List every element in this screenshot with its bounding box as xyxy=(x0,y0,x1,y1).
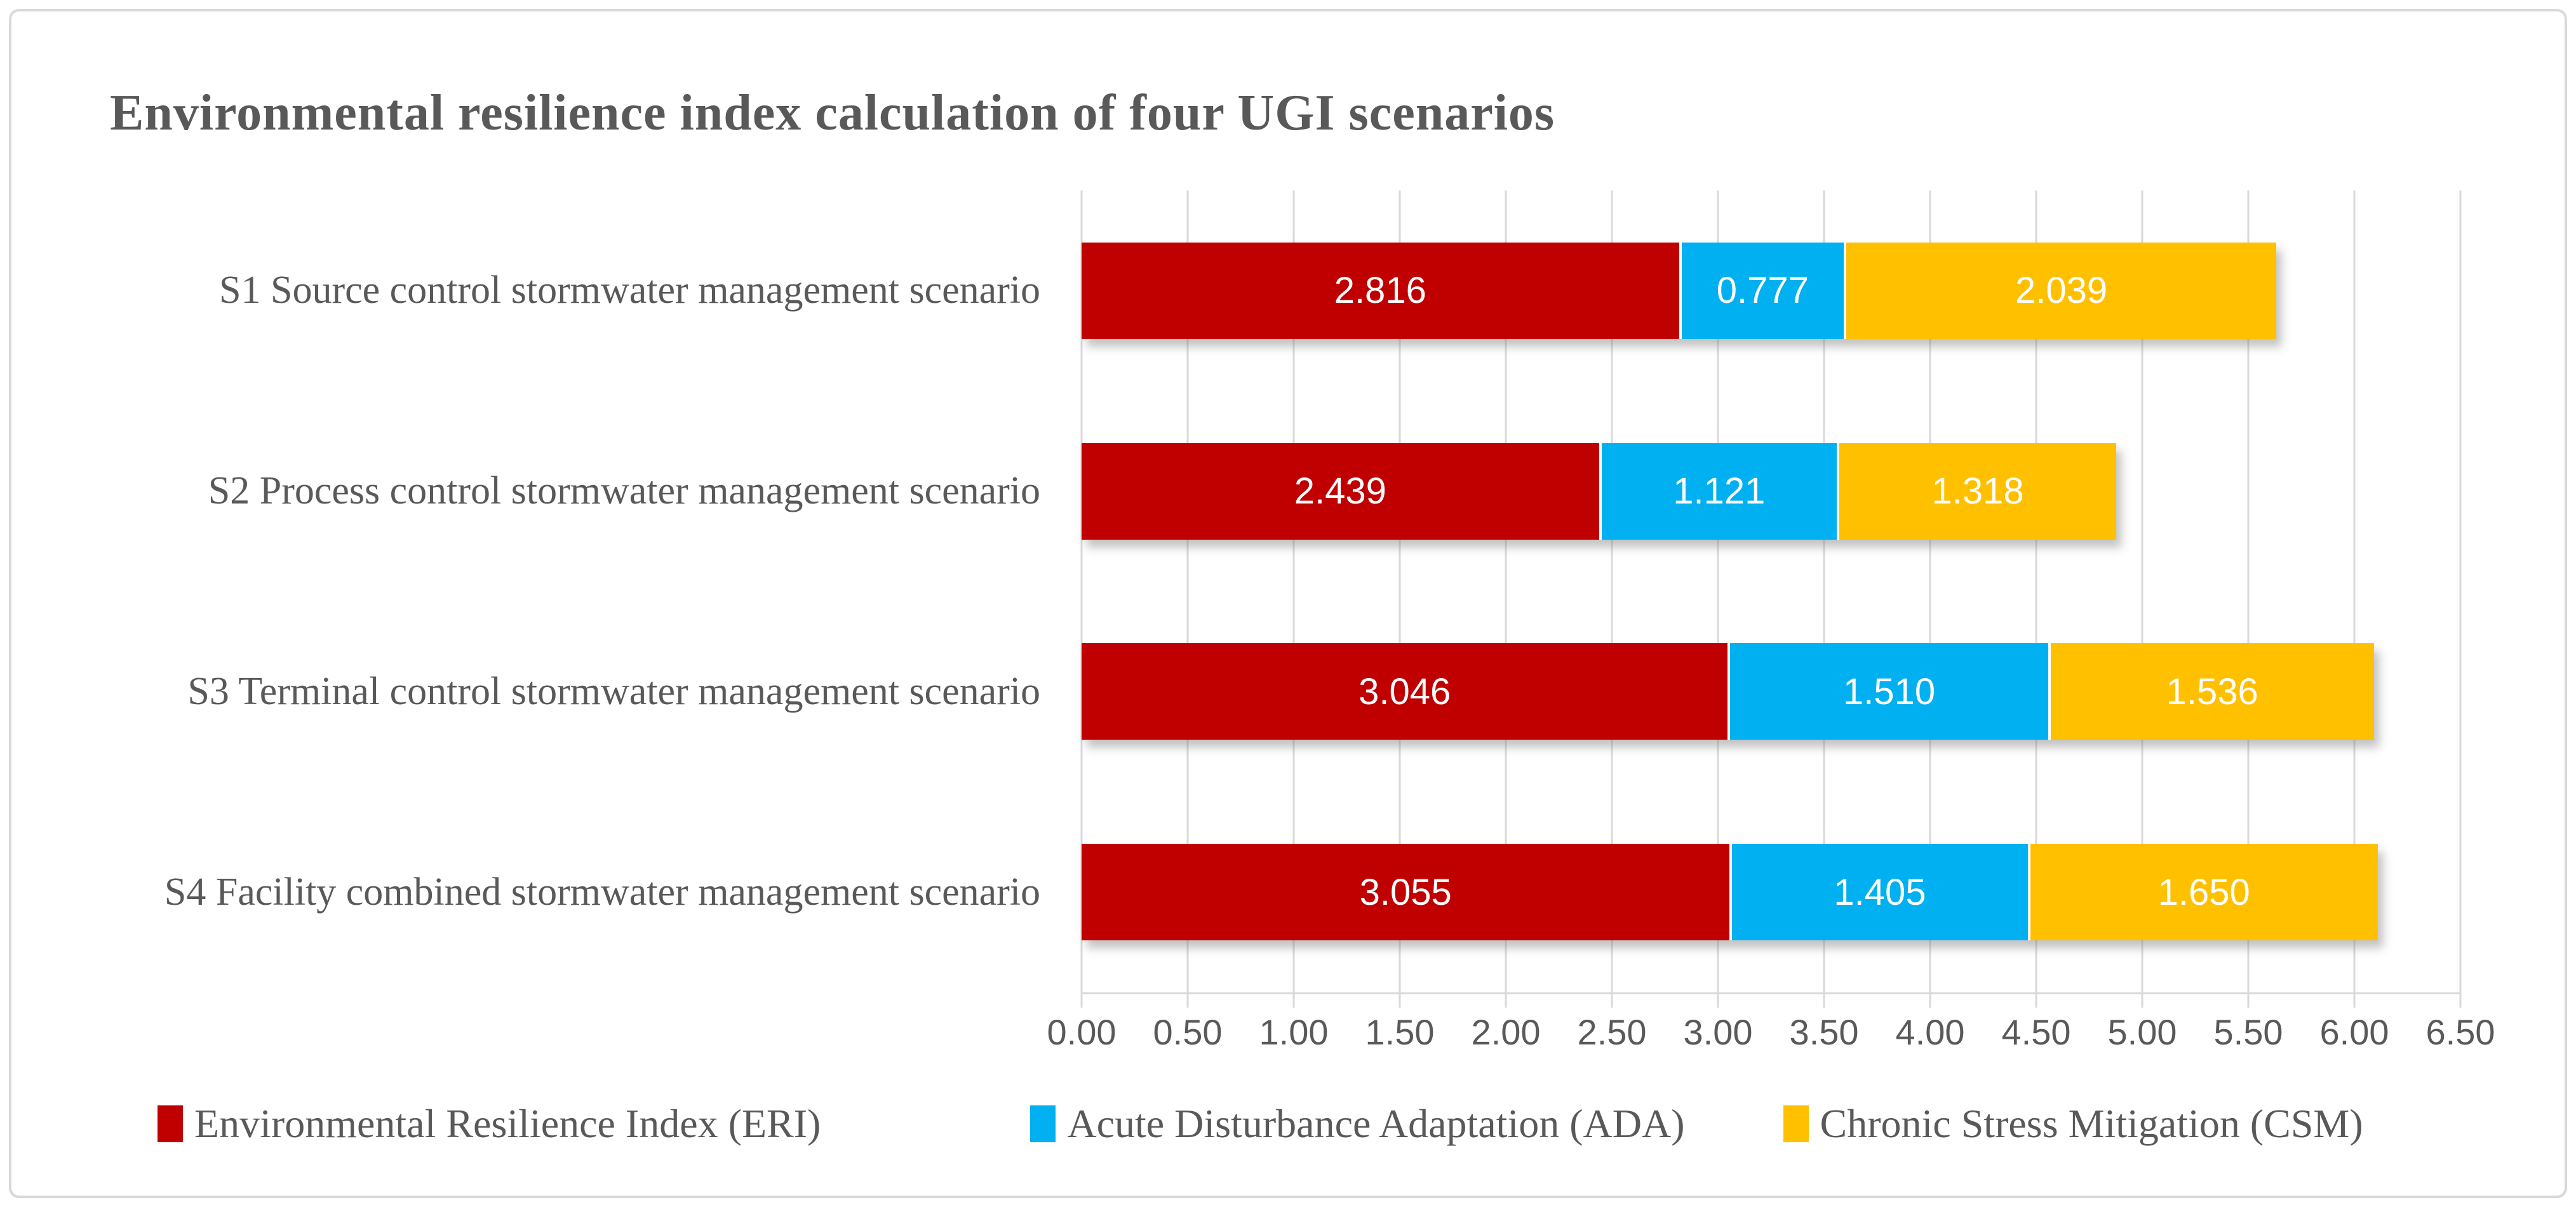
bar-value-label: 1.510 xyxy=(1842,670,1936,712)
gridline xyxy=(1399,190,1401,992)
axis-tick xyxy=(2459,992,2462,1008)
bar-segment-csm: 2.039 xyxy=(1844,242,2277,339)
axis-tick xyxy=(1186,992,1189,1008)
bar-value-label: 1.650 xyxy=(2157,871,2250,913)
gridline xyxy=(1505,190,1507,992)
axis-tick xyxy=(2035,992,2037,1008)
gridline xyxy=(1080,190,1083,992)
bar-value-label: 2.439 xyxy=(1294,470,1386,512)
legend-item-eri: Environmental Resilience Index (ERI) xyxy=(158,1100,821,1147)
x-tick-label: 3.50 xyxy=(1789,1012,1859,1052)
axis-tick xyxy=(1717,992,1719,1008)
category-label: S4 Facility combined stormwater manageme… xyxy=(164,870,1040,914)
legend-label: Acute Disturbance Adaptation (ADA) xyxy=(1067,1101,1685,1146)
bar-stack: 2.439 1.121 1.318 xyxy=(1082,443,2117,540)
bar-row: 2.439 1.121 1.318 xyxy=(1082,391,2460,592)
axis-tick xyxy=(1929,992,1931,1008)
bar-segment-csm: 1.536 xyxy=(2048,643,2374,740)
gridline xyxy=(1292,190,1295,992)
axis-tick xyxy=(1611,992,1613,1008)
x-tick-label: 0.00 xyxy=(1047,1012,1117,1052)
axis-tick xyxy=(1292,992,1295,1008)
legend-item-csm: Chronic Stress Mitigation (CSM) xyxy=(1783,1100,2363,1147)
x-tick-label: 1.00 xyxy=(1259,1012,1329,1052)
legend-swatch-eri xyxy=(158,1105,183,1142)
bar-value-label: 1.121 xyxy=(1673,470,1766,512)
plot-area: 2.816 0.777 2.039 2.439 1.121 1.318 3.046 1.510… xyxy=(1080,190,2462,1008)
bar-value-label: 1.536 xyxy=(2166,670,2258,712)
bar-segment-csm: 1.318 xyxy=(1837,443,2117,540)
category-label: S3 Terminal control stormwater managemen… xyxy=(187,669,1040,713)
gridline xyxy=(2353,190,2356,992)
category-label: S1 Source control stormwater management … xyxy=(219,269,1040,312)
x-tick-label: 5.50 xyxy=(2213,1012,2283,1052)
bar-stack: 3.046 1.510 1.536 xyxy=(1082,643,2374,740)
category-label: S2 Process control stormwater management… xyxy=(208,469,1040,513)
bar-segment-eri: 2.816 xyxy=(1082,242,1679,339)
axis-tick xyxy=(1823,992,1825,1008)
axis-tick xyxy=(2141,992,2143,1008)
gridline xyxy=(1929,190,1931,992)
bar-segment-eri: 2.439 xyxy=(1082,443,1599,540)
bar-value-label: 1.405 xyxy=(1834,871,1926,913)
gridline xyxy=(2247,190,2250,992)
x-tick-label: 1.50 xyxy=(1365,1012,1435,1052)
axis-tick xyxy=(1399,992,1401,1008)
bar-segment-ada: 1.510 xyxy=(1727,643,2048,740)
legend-swatch-ada xyxy=(1030,1105,1056,1142)
bar-stack: 3.055 1.405 1.650 xyxy=(1082,844,2378,941)
gridline xyxy=(1717,190,1719,992)
x-tick-label: 6.00 xyxy=(2319,1012,2389,1052)
gridline xyxy=(1611,190,1613,992)
x-tick-label: 5.00 xyxy=(2107,1012,2177,1052)
gridline xyxy=(2459,190,2462,992)
axis-tick xyxy=(1080,992,1083,1008)
bar-value-label: 3.046 xyxy=(1358,670,1451,712)
bar-segment-eri: 3.055 xyxy=(1082,844,1730,941)
bar-value-label: 2.816 xyxy=(1334,270,1426,312)
bar-value-label: 1.318 xyxy=(1931,470,2024,512)
bar-row: 3.046 1.510 1.536 xyxy=(1082,592,2460,792)
bar-stack: 2.816 0.777 2.039 xyxy=(1082,242,2277,339)
bar-row: 3.055 1.405 1.650 xyxy=(1082,792,2460,992)
x-tick-label: 6.50 xyxy=(2425,1012,2495,1052)
bar-row: 2.816 0.777 2.039 xyxy=(1082,190,2460,391)
chart-frame: Environmental resilience index calculati… xyxy=(9,9,2567,1198)
x-tick-label: 2.00 xyxy=(1471,1012,1541,1052)
bar-value-label: 3.055 xyxy=(1359,871,1452,913)
bar-segment-csm: 1.650 xyxy=(2027,844,2378,941)
gridline xyxy=(1823,190,1825,992)
legend: Environmental Resilience Index (ERI) Acut… xyxy=(158,1100,2476,1147)
x-tick-label: 2.50 xyxy=(1577,1012,1647,1052)
x-tick-label: 0.50 xyxy=(1153,1012,1223,1052)
x-tick-label: 4.00 xyxy=(1895,1012,1965,1052)
bar-segment-eri: 3.046 xyxy=(1082,643,1728,740)
gridline xyxy=(1186,190,1189,992)
legend-label: Environmental Resilience Index (ERI) xyxy=(194,1101,821,1146)
gridline xyxy=(2035,190,2037,992)
x-tick-label: 3.00 xyxy=(1683,1012,1753,1052)
bar-segment-ada: 0.777 xyxy=(1679,242,1844,339)
bar-value-label: 0.777 xyxy=(1716,270,1809,312)
chart-title: Environmental resilience index calculati… xyxy=(110,85,1555,141)
bar-value-label: 2.039 xyxy=(2015,270,2108,312)
x-tick-label: 4.50 xyxy=(2001,1012,2071,1052)
legend-label: Chronic Stress Mitigation (CSM) xyxy=(1820,1101,2363,1146)
bar-segment-ada: 1.405 xyxy=(1729,844,2028,941)
legend-swatch-csm xyxy=(1783,1105,1809,1142)
gridline xyxy=(2141,190,2143,992)
axis-tick xyxy=(2353,992,2356,1008)
axis-tick xyxy=(1505,992,1507,1008)
axis-tick xyxy=(2247,992,2250,1008)
legend-item-ada: Acute Disturbance Adaptation (ADA) xyxy=(1030,1100,1685,1147)
bar-segment-ada: 1.121 xyxy=(1599,443,1837,540)
